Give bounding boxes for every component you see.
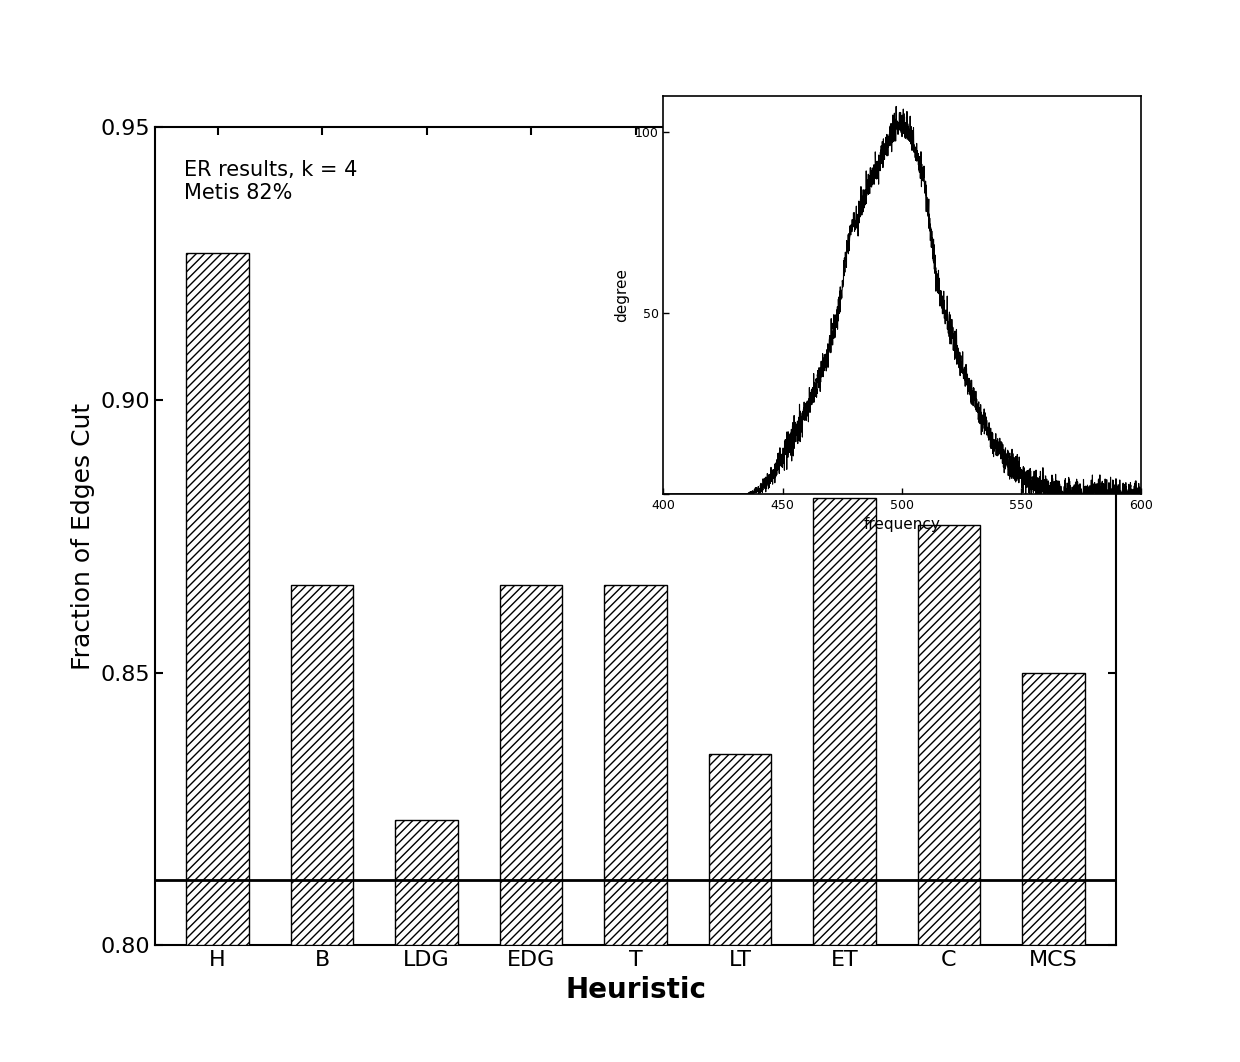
Bar	[291, 585, 353, 945]
Bar	[813, 498, 875, 945]
Bar	[396, 820, 458, 945]
X-axis label: frequency: frequency	[864, 517, 940, 532]
X-axis label: Heuristic: Heuristic	[565, 976, 706, 1004]
Y-axis label: Fraction of Edges Cut: Fraction of Edges Cut	[71, 402, 95, 670]
Bar	[604, 585, 667, 945]
Bar	[500, 585, 563, 945]
Bar	[1022, 672, 1085, 945]
Text: ER results, k = 4
Metis 82%: ER results, k = 4 Metis 82%	[184, 160, 357, 203]
Bar	[186, 253, 249, 945]
Bar	[708, 754, 771, 945]
Y-axis label: degree: degree	[614, 268, 629, 322]
Bar	[918, 526, 980, 945]
